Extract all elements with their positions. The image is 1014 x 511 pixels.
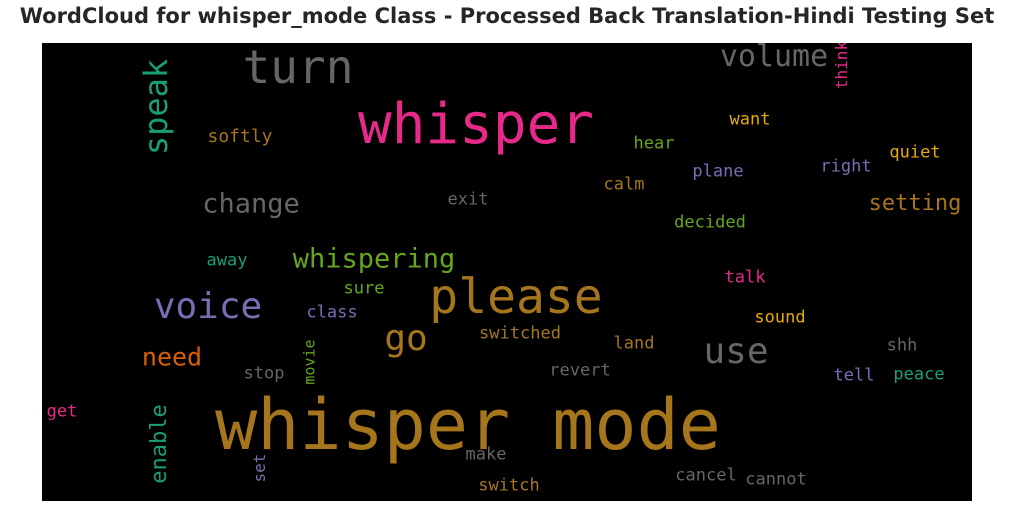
word-use: use [703, 331, 769, 372]
word-away: away [206, 250, 248, 271]
word-whispering: whispering [292, 243, 456, 275]
word-class: class [306, 302, 358, 323]
word-tell: tell [833, 365, 875, 386]
word-need: need [141, 342, 203, 372]
word-softly: softly [207, 126, 273, 147]
word-want: want [729, 109, 771, 130]
word-exit: exit [447, 189, 489, 210]
word-cannot: cannot [745, 469, 807, 490]
word-change: change [202, 188, 300, 220]
word-enable: enable [147, 404, 172, 484]
word-whisper: whisper [357, 92, 595, 157]
word-sound: sound [754, 307, 806, 328]
word-volume: volume [719, 43, 829, 74]
word-quiet: quiet [889, 142, 941, 163]
word-think: think [832, 43, 851, 90]
word-movie: movie [300, 339, 319, 385]
word-talk: talk [724, 267, 766, 288]
word-plane: plane [692, 161, 744, 182]
word-go: go [384, 318, 428, 359]
word-land: land [613, 333, 655, 354]
word-setting: setting [868, 191, 962, 216]
word-peace: peace [893, 364, 945, 385]
word-shh: shh [886, 335, 918, 356]
word-decided: decided [674, 212, 746, 233]
word-sure: sure [343, 278, 385, 299]
word-revert: revert [549, 360, 611, 381]
word-calm: calm [603, 174, 645, 195]
word-turn: turn [242, 43, 354, 94]
word-whisper-mode: whisper mode [215, 384, 721, 466]
word-hear: hear [633, 133, 675, 154]
word-speak: speak [137, 58, 175, 156]
word-voice: voice [153, 286, 263, 327]
word-cancel: cancel [675, 465, 737, 486]
word-stop: stop [243, 363, 285, 384]
word-switch: switch [478, 475, 540, 496]
word-make: make [465, 444, 507, 465]
word-set: set [250, 453, 269, 483]
chart-title: WordCloud for whisper_mode Class - Proce… [19, 4, 995, 28]
wordcloud-canvas: whisper mode whisper please turn voice use go s… [42, 43, 972, 501]
word-get: get [46, 401, 78, 422]
word-please: please [429, 269, 603, 325]
word-switched: switched [479, 323, 561, 344]
word-right: right [820, 156, 872, 177]
